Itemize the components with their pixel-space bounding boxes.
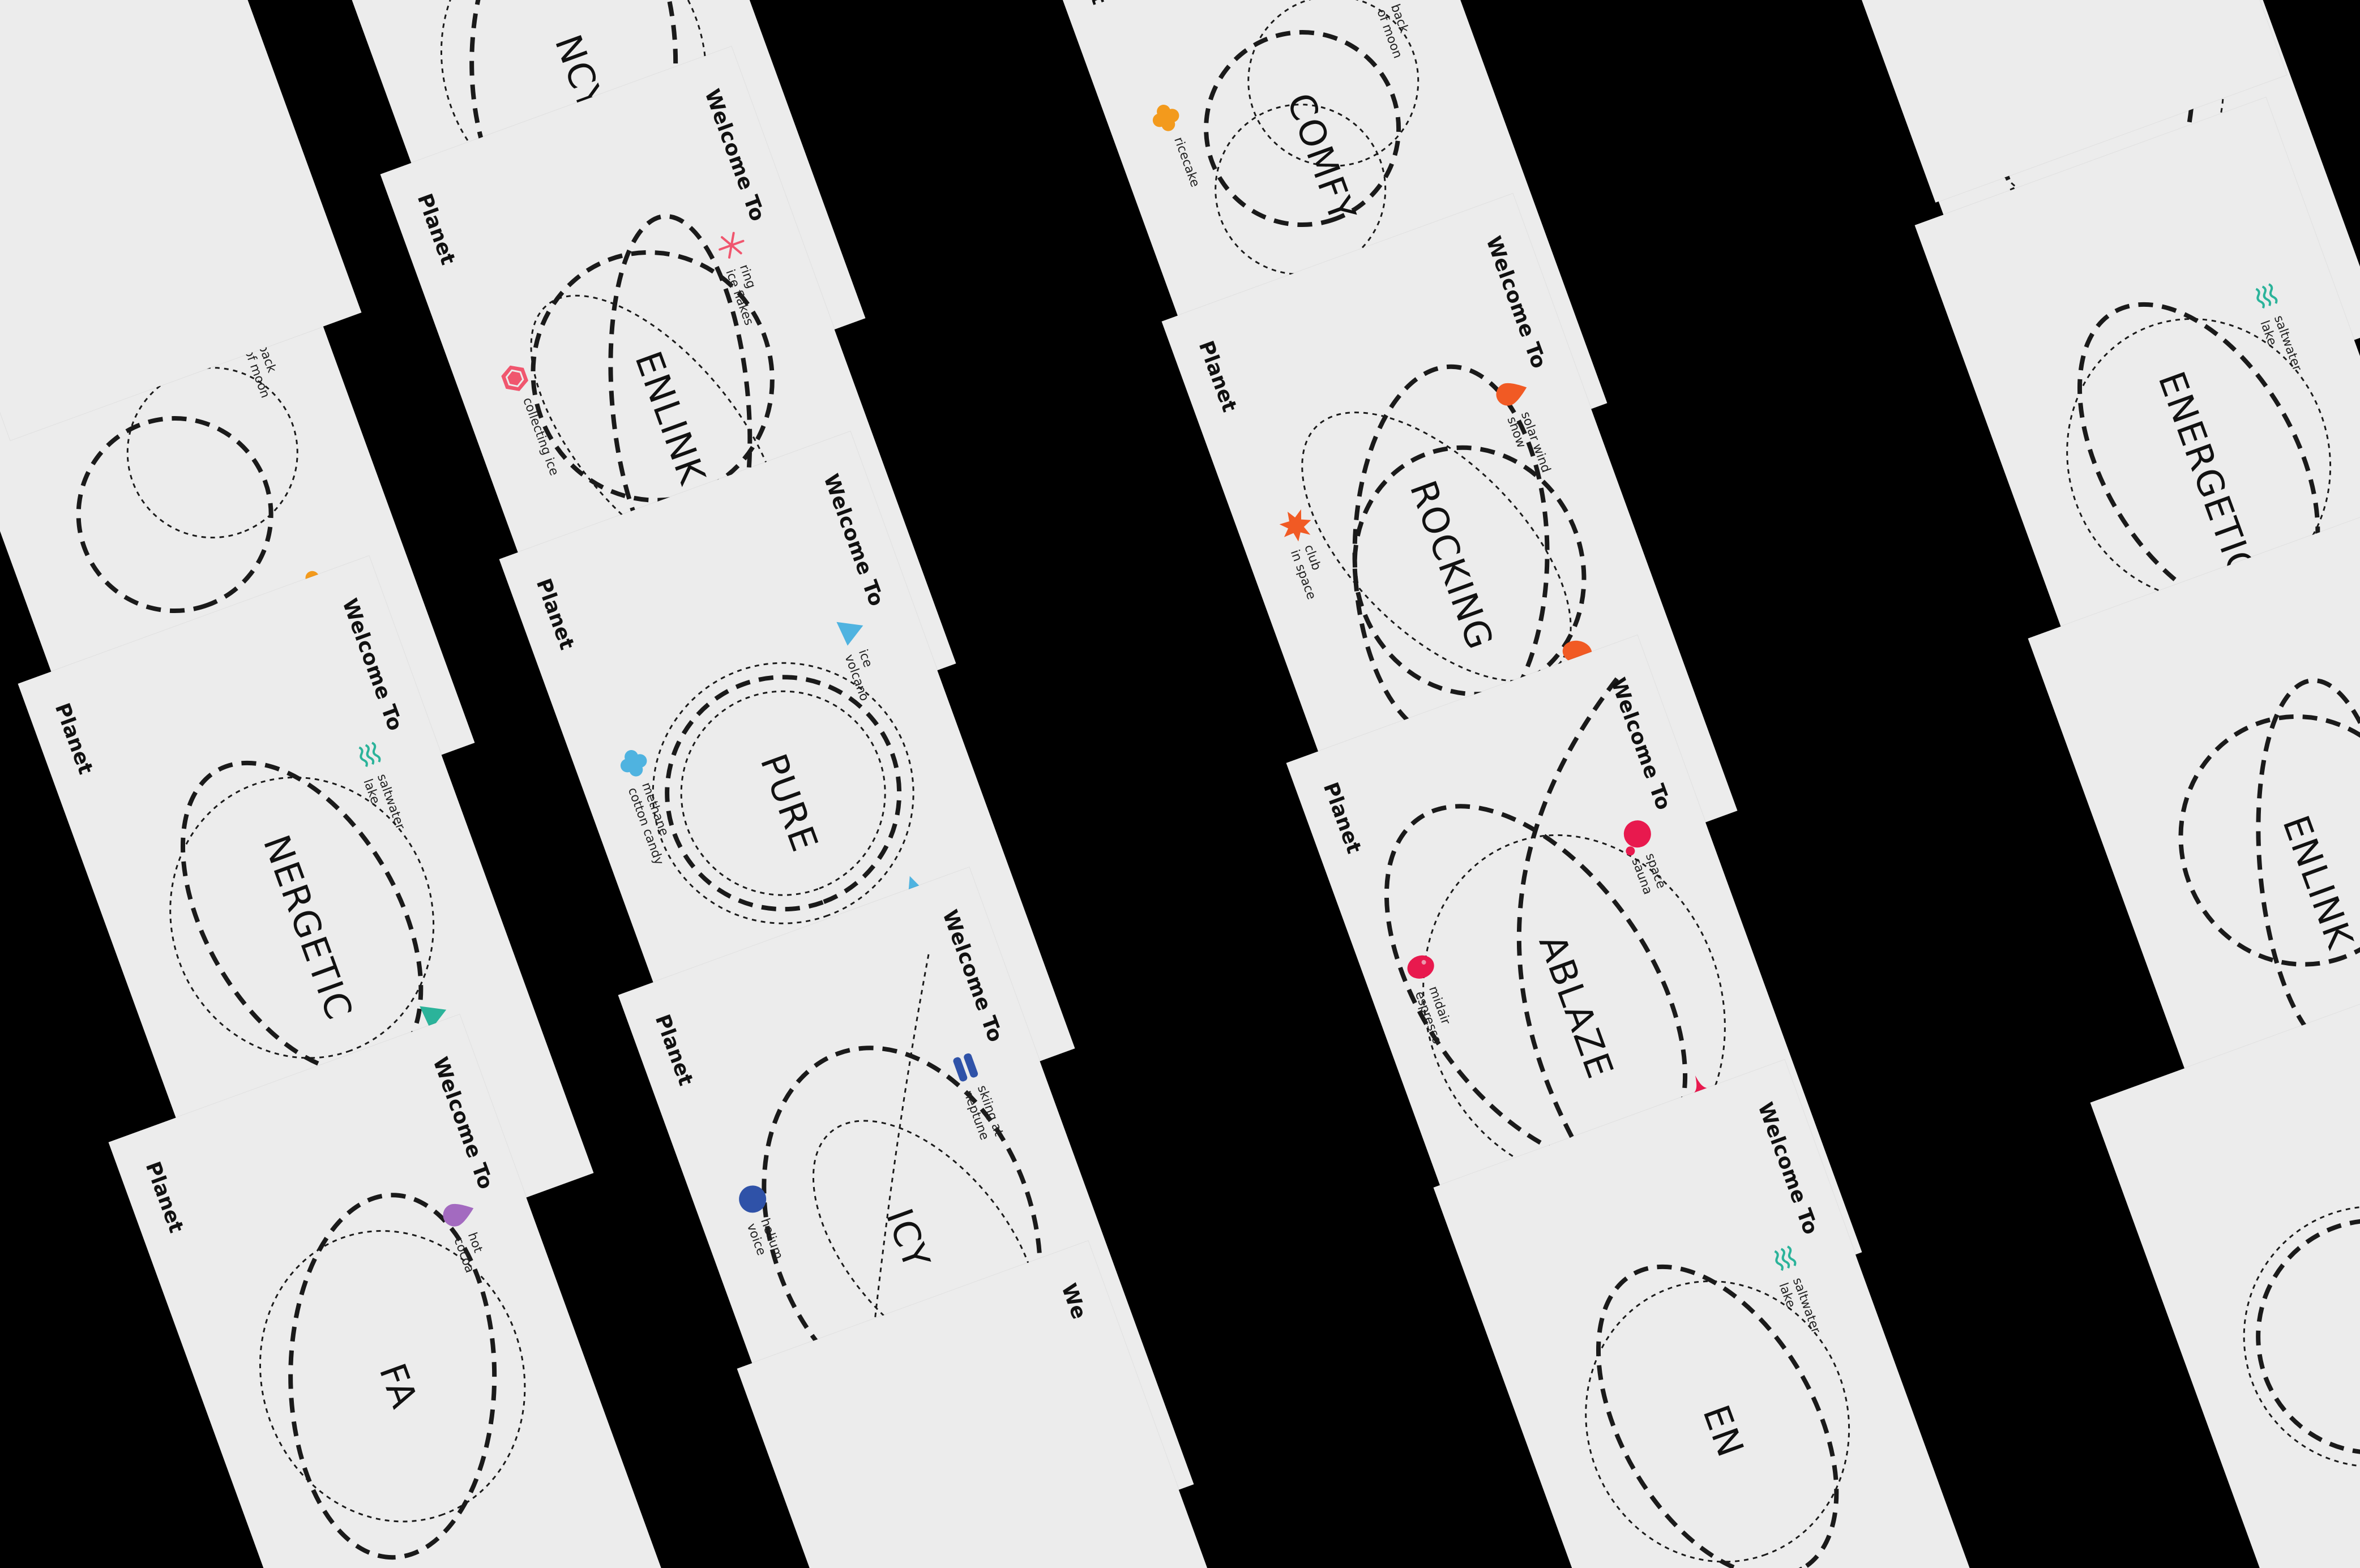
triangle-icon [420,1006,447,1030]
asterisk-icon [719,232,745,259]
moon-icon [1367,0,1399,1]
hexagon-icon [501,365,528,391]
waves-icon [1774,1245,1797,1271]
triangle-icon [836,622,863,646]
flower-icon [620,750,647,777]
orbit-diagram [259,1193,526,1560]
business-card-energetic-3: Welcome To EN saltwater lake [1433,1060,2010,1568]
waves-icon [2255,283,2278,309]
orbit-diagram [2243,1205,2360,1468]
bubble-icon [1623,820,1651,856]
drop-icon [1496,383,1527,406]
business-card-pure-2: free flight [2090,975,2360,1568]
flower-icon [1152,105,1179,131]
drop-icon [443,1203,474,1227]
egg-icon [1407,955,1434,979]
skis-icon [953,1053,978,1082]
business-card-fancy-3: Welcome To Planet FA hot cocoa [108,1014,685,1568]
burst-icon [1279,509,1311,542]
waves-icon [358,742,381,768]
orbit-diagram [1585,1245,1850,1568]
circle-icon [739,1185,767,1213]
